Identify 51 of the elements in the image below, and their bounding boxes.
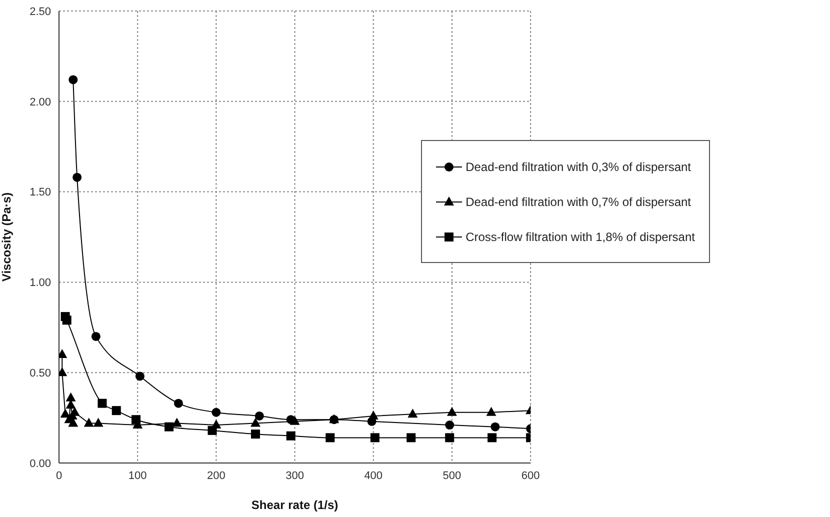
point [370, 433, 380, 442]
point [66, 392, 76, 402]
point [490, 422, 500, 432]
y-tick-label: 2.00 [30, 96, 51, 108]
x-tick-label: 0 [56, 470, 62, 482]
point [254, 411, 264, 420]
point [68, 75, 78, 84]
point [93, 418, 104, 427]
x-tick-label: 400 [364, 470, 383, 482]
point [368, 410, 378, 420]
y-tick-label: 1.50 [30, 186, 51, 199]
point [98, 398, 107, 408]
point [84, 418, 94, 427]
point [212, 408, 221, 417]
point [174, 398, 183, 408]
point [132, 415, 141, 424]
point [250, 418, 260, 427]
x-tick-label: 600 [521, 470, 540, 482]
y-tick-label: 0.00 [30, 458, 51, 470]
point [408, 408, 418, 418]
point [445, 420, 454, 430]
legend-label: Dead-end filtration with 0,3% of dispersant [466, 160, 692, 174]
legend-label: Cross-flow filtration with 1,8% of dispersant [466, 230, 695, 244]
x-tick-label: 300 [286, 470, 304, 482]
point [446, 406, 457, 416]
x-tick-label: 200 [207, 470, 226, 482]
point [290, 416, 300, 425]
point [164, 422, 174, 432]
point [250, 430, 260, 439]
y-tick-label: 1.00 [30, 277, 51, 290]
x-axis-title: Shear rate (1/s) [251, 498, 338, 512]
point [62, 316, 72, 325]
point [112, 406, 121, 416]
y-axis-title: Viscosity (Pa·s) [0, 192, 14, 282]
x-tick-label: 100 [128, 470, 147, 482]
point [135, 372, 144, 381]
point [91, 332, 100, 341]
point [406, 433, 416, 442]
point [208, 426, 217, 435]
point [486, 406, 496, 416]
point [70, 406, 80, 416]
legend-label: Dead-end filtration with 0,7% of dispersant [466, 194, 692, 208]
point [326, 433, 335, 442]
y-tick-label: 2.50 [30, 6, 51, 18]
point [445, 433, 454, 442]
point [66, 400, 76, 409]
point [72, 172, 82, 182]
y-tick-label: 0.50 [30, 368, 51, 380]
point [286, 431, 296, 440]
x-tick-label: 500 [442, 470, 462, 482]
point [488, 433, 497, 442]
